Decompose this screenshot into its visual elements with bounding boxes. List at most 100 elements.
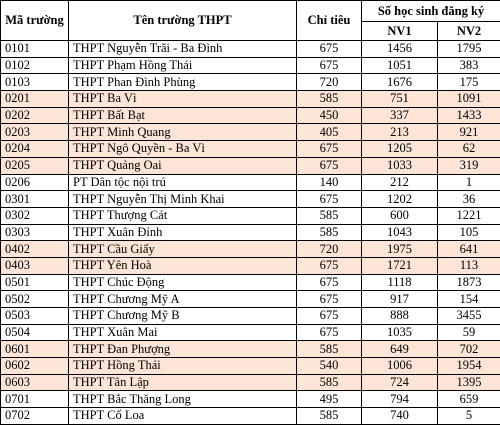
cell-nv2: 3455 (438, 308, 500, 325)
cell-nv1: 1205 (362, 141, 438, 158)
cell-school-name: THPT Phạm Hồng Thái (69, 57, 297, 74)
cell-school-code: 0402 (1, 241, 69, 258)
cell-nv1: 1676 (362, 74, 438, 91)
cell-quota: 675 (297, 157, 362, 174)
cell-nv2: 1091 (438, 91, 500, 108)
cell-nv2: 62 (438, 141, 500, 158)
header-school-code: Mã trường (1, 1, 69, 41)
cell-nv1: 794 (362, 391, 438, 408)
cell-school-name: THPT Yên Hoà (69, 257, 297, 274)
cell-nv1: 740 (362, 408, 438, 425)
cell-nv1: 213 (362, 124, 438, 141)
cell-nv2: 1221 (438, 207, 500, 224)
cell-quota: 585 (297, 374, 362, 391)
cell-nv2: 175 (438, 74, 500, 91)
cell-school-name: THPT Ba Vì (69, 91, 297, 108)
cell-school-name: THPT Cổ Loa (69, 408, 297, 425)
cell-school-name: THPT Xuân Mai (69, 324, 297, 341)
cell-quota: 675 (297, 291, 362, 308)
cell-nv2: 105 (438, 224, 500, 241)
cell-nv2: 1954 (438, 358, 500, 375)
cell-nv1: 649 (362, 341, 438, 358)
cell-quota: 140 (297, 174, 362, 191)
cell-quota: 450 (297, 107, 362, 124)
cell-school-code: 0701 (1, 391, 69, 408)
cell-school-name: THPT Bắc Thăng Long (69, 391, 297, 408)
cell-school-code: 0601 (1, 341, 69, 358)
cell-school-code: 0101 (1, 41, 69, 58)
header-row-top: Mã trường Tên trường THPT Chỉ tiêu Số họ… (1, 1, 500, 22)
cell-quota: 585 (297, 341, 362, 358)
cell-school-name: THPT Xuân Đỉnh (69, 224, 297, 241)
header-nv1: NV1 (362, 22, 438, 41)
cell-school-name: THPT Phan Đình Phùng (69, 74, 297, 91)
cell-quota: 675 (297, 257, 362, 274)
cell-nv2: 383 (438, 57, 500, 74)
cell-school-code: 0303 (1, 224, 69, 241)
cell-quota: 675 (297, 308, 362, 325)
cell-nv2: 1395 (438, 374, 500, 391)
cell-school-name: THPT Minh Quang (69, 124, 297, 141)
cell-nv2: 36 (438, 191, 500, 208)
cell-school-code: 0205 (1, 157, 69, 174)
cell-quota: 585 (297, 207, 362, 224)
cell-nv1: 1033 (362, 157, 438, 174)
cell-quota: 405 (297, 124, 362, 141)
cell-school-code: 0204 (1, 141, 69, 158)
cell-nv1: 337 (362, 107, 438, 124)
cell-school-code: 0501 (1, 274, 69, 291)
cell-nv2: 641 (438, 241, 500, 258)
header-registered-students: Số học sinh đăng ký (362, 1, 500, 22)
cell-school-name: THPT Nguyễn Trãi - Ba Đình (69, 41, 297, 58)
cell-nv1: 888 (362, 308, 438, 325)
cell-school-name: THPT Chương Mỹ A (69, 291, 297, 308)
cell-quota: 495 (297, 391, 362, 408)
cell-nv1: 1202 (362, 191, 438, 208)
cell-school-name: THPT Chương Mỹ B (69, 308, 297, 325)
cell-quota: 675 (297, 324, 362, 341)
cell-nv1: 212 (362, 174, 438, 191)
cell-quota: 675 (297, 191, 362, 208)
cell-school-code: 0202 (1, 107, 69, 124)
cell-school-name: THPT Hồng Thái (69, 358, 297, 375)
cell-nv2: 319 (438, 157, 500, 174)
cell-nv2: 154 (438, 291, 500, 308)
cell-school-code: 0602 (1, 358, 69, 375)
cell-school-name: THPT Cầu Giấy (69, 241, 297, 258)
cell-school-code: 0503 (1, 308, 69, 325)
cell-quota: 585 (297, 408, 362, 425)
cell-nv2: 5 (438, 408, 500, 425)
cell-school-code: 0502 (1, 291, 69, 308)
cell-quota: 675 (297, 57, 362, 74)
header-school-name: Tên trường THPT (69, 1, 297, 41)
cell-quota: 585 (297, 91, 362, 108)
cell-school-name: THPT Ngô Quyền - Ba Vì (69, 141, 297, 158)
cell-school-code: 0702 (1, 408, 69, 425)
cell-nv2: 59 (438, 324, 500, 341)
cell-nv1: 1456 (362, 41, 438, 58)
cell-nv2: 113 (438, 257, 500, 274)
cell-nv1: 751 (362, 91, 438, 108)
header-quota: Chỉ tiêu (297, 1, 362, 41)
cell-school-name: THPT Chúc Động (69, 274, 297, 291)
cell-quota: 675 (297, 41, 362, 58)
cell-nv1: 917 (362, 291, 438, 308)
cell-nv2: 659 (438, 391, 500, 408)
cell-nv2: 1 (438, 174, 500, 191)
cell-school-name: THPT Tân Lập (69, 374, 297, 391)
